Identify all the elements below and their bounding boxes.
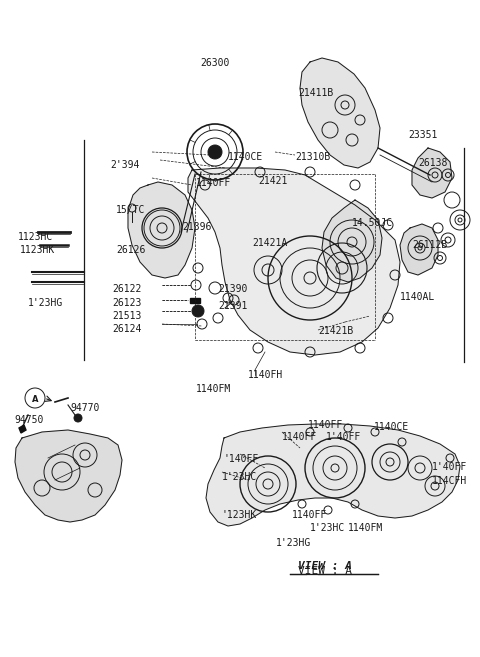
- Text: 21391: 21391: [218, 301, 247, 311]
- Text: 1'40FF: 1'40FF: [326, 432, 361, 442]
- Text: 26138: 26138: [418, 158, 447, 168]
- Text: 1'23HC: 1'23HC: [310, 523, 345, 533]
- Text: 23351: 23351: [408, 130, 437, 140]
- Text: 21411B: 21411B: [298, 88, 333, 98]
- Text: 1140FF: 1140FF: [196, 178, 231, 188]
- Text: 26112B: 26112B: [412, 240, 447, 250]
- Text: 26126: 26126: [116, 245, 145, 255]
- Text: '140FF: '140FF: [224, 454, 259, 464]
- Polygon shape: [128, 182, 195, 278]
- Text: 1'23HG: 1'23HG: [276, 538, 311, 548]
- Polygon shape: [188, 168, 400, 355]
- Text: 1140FF: 1140FF: [308, 420, 343, 430]
- Polygon shape: [206, 424, 460, 526]
- Polygon shape: [300, 58, 380, 168]
- Text: 21396: 21396: [182, 222, 211, 232]
- Polygon shape: [322, 200, 382, 282]
- Polygon shape: [19, 425, 26, 433]
- Text: 1123HK: 1123HK: [20, 245, 55, 255]
- Text: 26123: 26123: [112, 298, 142, 308]
- Text: 21421A: 21421A: [252, 238, 287, 248]
- Circle shape: [192, 305, 204, 317]
- Text: '123HK: '123HK: [222, 510, 257, 520]
- Text: 1140FM: 1140FM: [348, 523, 383, 533]
- Text: 26122: 26122: [112, 284, 142, 294]
- Text: 26124: 26124: [112, 324, 142, 334]
- Text: 1140CE: 1140CE: [228, 152, 263, 162]
- Text: 2'394: 2'394: [110, 160, 139, 170]
- Polygon shape: [400, 224, 438, 275]
- Polygon shape: [190, 298, 200, 303]
- Text: 114CFH: 114CFH: [432, 476, 467, 486]
- Text: 21513: 21513: [112, 311, 142, 321]
- Polygon shape: [412, 148, 452, 198]
- Text: 14.50JC: 14.50JC: [352, 218, 393, 228]
- Text: 1'40FF: 1'40FF: [432, 462, 467, 472]
- Circle shape: [208, 145, 222, 159]
- Text: VIEW : A: VIEW : A: [298, 561, 352, 571]
- Text: A: A: [32, 394, 38, 403]
- Text: 1140FF: 1140FF: [292, 510, 327, 520]
- Text: 21421B: 21421B: [318, 326, 353, 336]
- Text: 21390: 21390: [218, 284, 247, 294]
- Text: 21310B: 21310B: [295, 152, 330, 162]
- Text: 94770: 94770: [70, 403, 99, 413]
- Circle shape: [74, 414, 82, 422]
- Text: 94750: 94750: [14, 415, 43, 425]
- Polygon shape: [15, 430, 122, 522]
- Text: 26300: 26300: [200, 58, 229, 68]
- Text: 1140FM: 1140FM: [196, 384, 231, 394]
- Text: 1123HC: 1123HC: [18, 232, 53, 242]
- Text: 21421: 21421: [258, 176, 288, 186]
- Text: 1'23HG: 1'23HG: [28, 298, 63, 308]
- Text: 15/TC: 15/TC: [116, 205, 145, 215]
- Text: 1140AL: 1140AL: [400, 292, 435, 302]
- Text: 1140CE: 1140CE: [374, 422, 409, 432]
- Text: VIEW : A: VIEW : A: [298, 566, 352, 576]
- Text: 1'23HC: 1'23HC: [222, 472, 257, 482]
- Text: 1140FF: 1140FF: [282, 432, 317, 442]
- Text: 1140FH: 1140FH: [248, 370, 283, 380]
